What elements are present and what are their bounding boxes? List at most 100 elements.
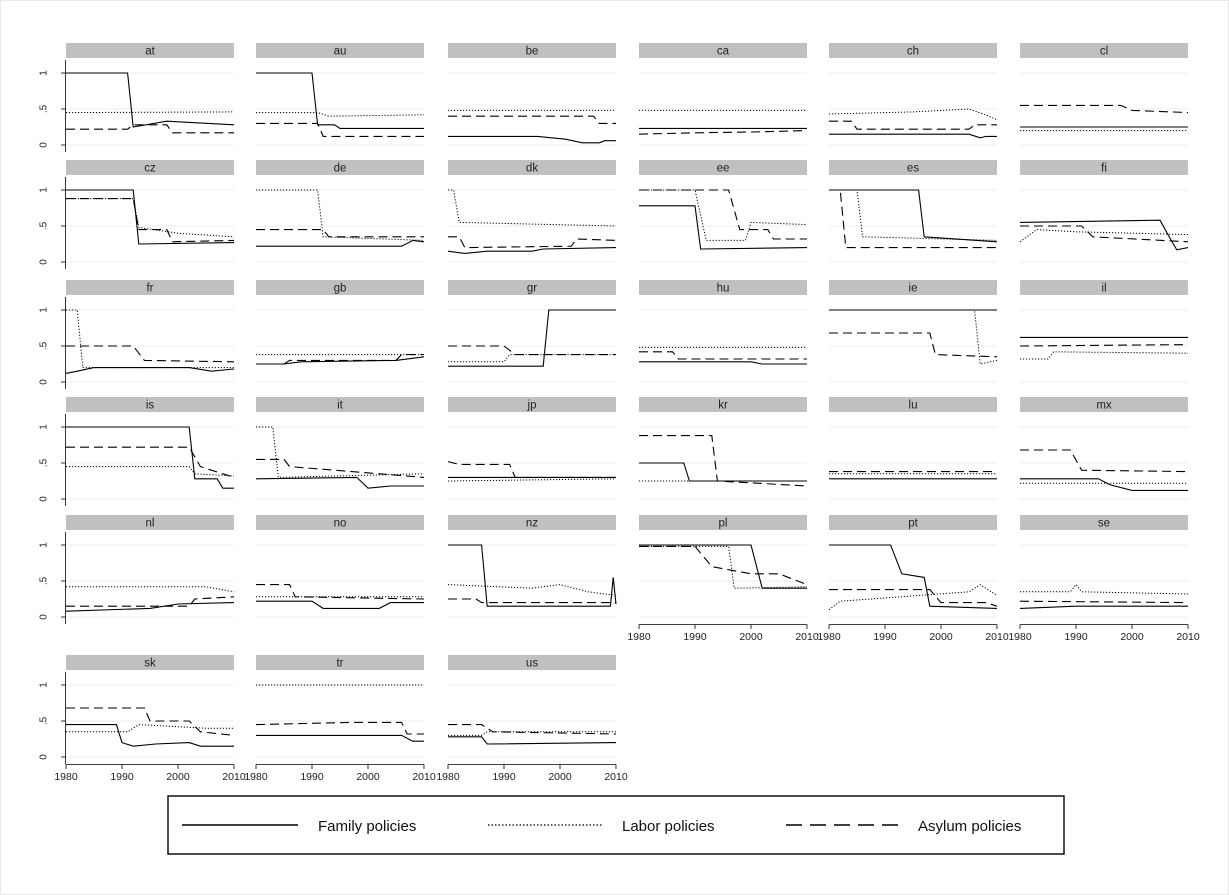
family-policy-line: [448, 309, 616, 367]
y-tick-label: 1: [39, 187, 50, 193]
labor-policy-line: [1020, 583, 1189, 595]
family-policy-line: [639, 205, 808, 250]
labor-policy-line: [639, 189, 808, 241]
x-tick-label: 2000: [548, 771, 572, 783]
labor-policy-line: [448, 354, 616, 363]
asylum-policy-line: [829, 589, 998, 607]
panel-label: cl: [1100, 46, 1108, 58]
y-tick-label: 1: [39, 424, 50, 430]
asylum-policy-line: [448, 724, 617, 735]
labor-policy-line: [447, 584, 617, 596]
family-policy-line: [66, 724, 234, 747]
asylum-policy-line: [1020, 449, 1189, 473]
x-tick-label: 1980: [627, 631, 651, 643]
asylum-policy-line: [639, 189, 807, 240]
y-tick-label: 0: [39, 259, 50, 265]
panel-label: ch: [907, 46, 919, 58]
panel-label: is: [146, 400, 155, 412]
panel-strip: [448, 655, 616, 670]
panel-strip: [66, 160, 234, 175]
family-policy-line: [256, 734, 424, 742]
x-tick-label: 1990: [300, 771, 324, 783]
panel-strip: [66, 515, 234, 530]
panel-strip: [66, 397, 234, 412]
family-policy-line: [256, 72, 424, 129]
panel-strip: [829, 515, 997, 530]
panel-strip: [1020, 43, 1188, 58]
panel-strip: [256, 655, 424, 670]
panel-pl: pl 1980 1990 2000 2010: [627, 515, 819, 643]
panel-label: nl: [146, 518, 155, 530]
x-tick-label: 2010: [604, 771, 628, 783]
panel-strip: [1020, 515, 1188, 530]
x-tick-label: 1980: [817, 631, 841, 643]
labor-policy-line: [256, 189, 425, 241]
panel-us: us 1980 1990 2000 2010: [436, 655, 628, 783]
asylum-policy-line: [66, 707, 235, 736]
x-tick-label: 2000: [1120, 631, 1144, 643]
x-tick-label: 1990: [492, 771, 516, 783]
y-tick-label: .5: [39, 458, 50, 467]
panel-es: es: [829, 160, 998, 263]
panel-jp: jp: [447, 397, 617, 500]
asylum-policy-line: [256, 122, 424, 137]
x-tick-label: 2000: [356, 771, 380, 783]
panel-strip: [256, 280, 424, 295]
y-tick-label: .5: [39, 221, 50, 230]
panel-label: hu: [717, 283, 730, 295]
panel-label: gb: [334, 283, 347, 295]
panel-strip: [66, 655, 234, 670]
panel-strip: [256, 43, 424, 58]
panel-tr: tr 1980 1990 2000 2010: [244, 655, 436, 783]
panel-label: fr: [146, 283, 153, 295]
labor-policy-line: [448, 731, 616, 736]
family-policy-line: [639, 544, 807, 589]
panel-label: ee: [717, 163, 730, 175]
panel-label: sk: [144, 658, 156, 670]
y-tick-label: .5: [39, 576, 50, 585]
y-tick-label: 0: [39, 379, 50, 385]
panel-hu: hu: [639, 280, 807, 383]
asylum-policy-line: [1020, 225, 1189, 243]
panel-strip: [639, 280, 807, 295]
labor-policy-line: [256, 426, 425, 478]
asylum-policy-line: [448, 115, 616, 124]
panel-ca: ca: [638, 43, 808, 146]
panel-sk: sk 0 .5 1 1980 1990 2000 2010: [39, 655, 246, 783]
panel-label: lu: [909, 400, 918, 412]
panel-label: tr: [336, 658, 343, 670]
y-tick-label: 1: [39, 307, 50, 313]
panel-kr: kr: [639, 397, 808, 500]
panel-strip: [1020, 160, 1188, 175]
panel-label: jp: [527, 400, 537, 412]
panel-strip: [639, 515, 807, 530]
x-tick-label: 1980: [1008, 631, 1032, 643]
family-policy-line: [447, 247, 617, 254]
panel-strip: [448, 160, 616, 175]
panel-label: au: [334, 46, 347, 58]
asylum-policy-line: [829, 189, 997, 249]
panel-label: il: [1101, 283, 1106, 295]
asylum-policy-line: [829, 120, 997, 130]
panel-label: dk: [526, 163, 538, 175]
panel-strip: [256, 515, 424, 530]
panel-se: se 1980 1990 2000 2010: [1008, 515, 1200, 643]
x-tick-label: 2000: [929, 631, 953, 643]
panel-be: be: [448, 43, 616, 146]
y-tick-label: .5: [39, 104, 50, 113]
labor-policy-line: [447, 478, 617, 482]
family-policy-line: [255, 476, 424, 489]
asylum-policy-line: [66, 198, 235, 243]
panel-label: fi: [1101, 163, 1107, 175]
asylum-policy-line: [448, 236, 617, 249]
panel-strip: [639, 43, 807, 58]
panel-label: it: [337, 400, 344, 412]
legend: Family policies Labor policies Asylum po…: [167, 795, 1065, 855]
panel-mx: mx: [1020, 397, 1189, 500]
y-tick-label: 1: [39, 682, 50, 688]
labor-policy-line: [256, 112, 425, 117]
x-tick-label: 2000: [166, 771, 190, 783]
panel-strip: [1020, 397, 1188, 412]
asylum-policy-line: [256, 458, 425, 478]
